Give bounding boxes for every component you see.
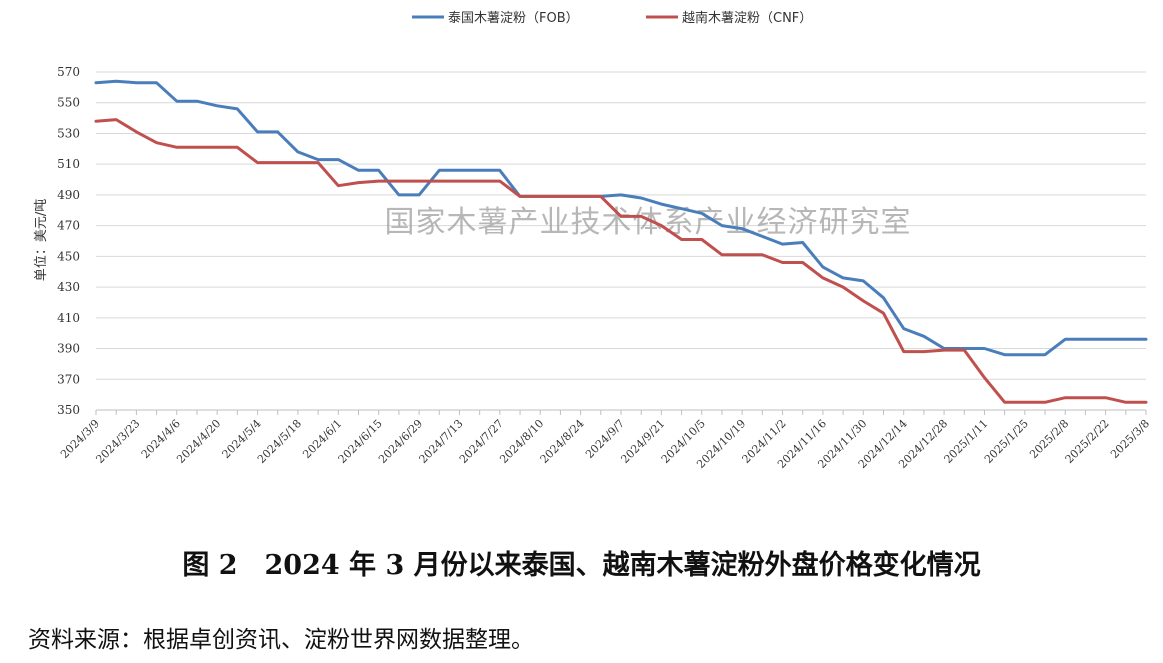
x-tick-labels: 2024/3/92024/3/232024/4/62024/4/202024/5…: [58, 417, 1152, 471]
x-tick-label: 2024/3/23: [93, 417, 142, 466]
y-tick-label: 370: [57, 372, 80, 386]
source-note: 资料来源：根据卓创资讯、淀粉世界网数据整理。: [28, 627, 534, 653]
gridlines: [96, 71, 1146, 380]
y-tick-label: 350: [57, 403, 80, 417]
x-tick-label: 2025/2/22: [1063, 417, 1112, 466]
y-tick-labels: 350 370 390 410 430 450 470 490 510 530 550 570: [57, 65, 80, 417]
y-tick-label: 510: [57, 157, 80, 171]
legend-label: 泰国木薯淀粉（FOB）: [448, 11, 579, 26]
figure-caption: 图 2 2024 年 3 月份以来泰国、越南木薯淀粉外盘价格变化情况: [182, 550, 981, 581]
x-tick-label: 2024/8/24: [538, 417, 587, 466]
y-tick-label: 490: [57, 188, 80, 202]
x-tick-label: 2025/1/25: [982, 417, 1031, 466]
legend-label: 越南木薯淀粉（CNF）: [682, 10, 812, 26]
y-tick-label: 410: [57, 311, 80, 325]
price-line-chart: 350 370 390 410 430 450 470 490 510 530 550 570 202…: [34, 10, 1152, 471]
series-line-vietnam: [94, 118, 1148, 404]
watermark: 国家木薯产业技术体系产业经济研究室: [385, 205, 912, 240]
y-tick-label: 570: [57, 65, 80, 79]
y-tick-label: 530: [57, 126, 80, 140]
x-tick-label: 2024/4/20: [174, 417, 223, 466]
series-line-thailand: [94, 79, 1148, 357]
y-tick-label: 430: [57, 280, 80, 294]
y-tick-label: 550: [57, 96, 80, 110]
y-tick-label: 390: [57, 342, 80, 356]
y-tick-label: 450: [57, 249, 80, 263]
y-tick-label: 470: [57, 219, 80, 233]
x-tick-label: 2024/5/18: [255, 417, 304, 466]
series-lines: [94, 79, 1148, 404]
x-tick-label: 2025/3/8: [1108, 417, 1152, 461]
y-axis-label: 单位：美元/吨: [34, 199, 49, 281]
axes: [95, 409, 1147, 415]
legend: 泰国木薯淀粉（FOB） 越南木薯淀粉（CNF）: [412, 10, 812, 26]
